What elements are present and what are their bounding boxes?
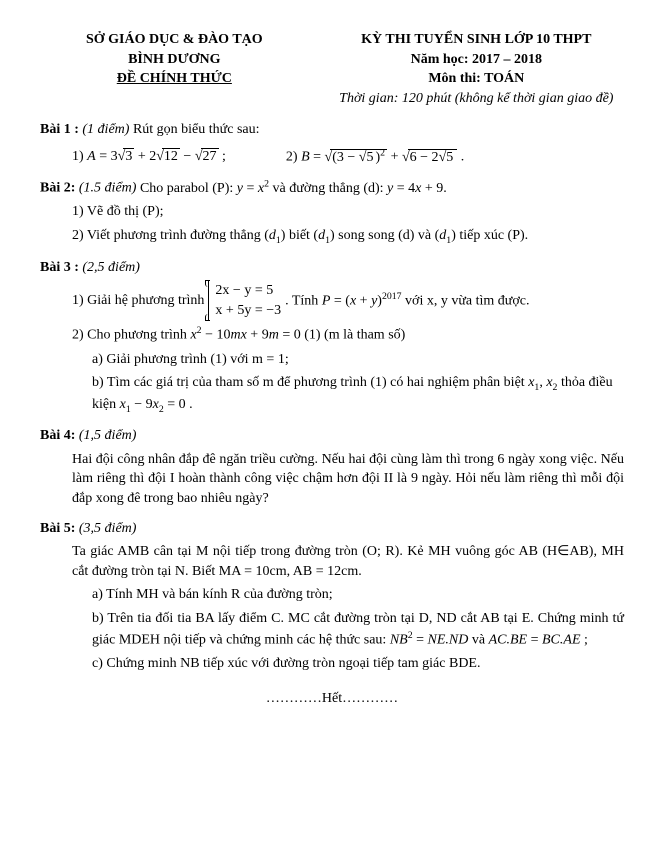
header-left: SỞ GIÁO DỤC & ĐÀO TẠO BÌNH DƯƠNG ĐỀ CHÍN…	[40, 30, 309, 108]
bai2-points: (1.5 điểm)	[79, 181, 137, 196]
bai4-title: Bài 4:	[40, 428, 75, 443]
end-marker: …………Hết…………	[40, 689, 624, 709]
bai4-points: (1,5 điểm)	[79, 428, 137, 443]
bai5-a: a) Tính MH và bán kính R của đường tròn;	[92, 585, 624, 605]
bai1-text: Rút gọn biểu thức sau:	[133, 122, 260, 137]
bai-1: Bài 1 : (1 điểm) Rút gọn biểu thức sau: …	[40, 120, 624, 167]
header-right: KỲ THI TUYỂN SINH LỚP 10 THPT Năm học: 2…	[329, 30, 624, 108]
official-label: ĐỀ CHÍNH THỨC	[40, 69, 309, 89]
duration: Thời gian: 120 phút (không kể thời gian …	[329, 89, 624, 109]
subject: Môn thi: TOÁN	[329, 69, 624, 89]
bai-2: Bài 2: (1.5 điểm) Cho parabol (P): y = x…	[40, 177, 624, 247]
sys-eq2: x + 5y = −3	[215, 301, 281, 321]
bai-5: Bài 5: (3,5 điểm) Ta giác AMB cân tại M …	[40, 519, 624, 674]
bai2-text: Cho parabol (P): y = x2 và đường thẳng (…	[140, 181, 447, 196]
bai3-line1-post: . Tính P = (x + y)2017 với x, y vừa tìm …	[285, 290, 529, 311]
bai3-line2a: a) Giải phương trình (1) với m = 1;	[92, 350, 624, 370]
bai2-line2: 2) Viết phương trình đường thẳng (d1) bi…	[72, 226, 624, 248]
system-brace: 2x − y = 5 x + 5y = −3	[208, 281, 281, 320]
bai-4: Bài 4: (1,5 điểm) Hai đội công nhân đắp …	[40, 426, 624, 508]
school-year: Năm học: 2017 – 2018	[329, 50, 624, 70]
bai3-line2: 2) Cho phương trình x2 − 10mx + 9m = 0 (…	[72, 324, 624, 345]
bai3-points: (2,5 điểm)	[82, 260, 140, 275]
bai1-formula-1: 1) A = 33 + 212 − 27 ;	[72, 147, 226, 167]
bai5-text: Ta giác AMB cân tại M nội tiếp trong đườ…	[72, 542, 624, 581]
bai2-line1: 1) Vẽ đồ thị (P);	[72, 202, 624, 222]
bai5-b: b) Trên tia đối tia BA lấy điểm C. MC cắ…	[92, 609, 624, 650]
bai1-points: (1 điểm)	[82, 122, 129, 137]
org-line1: SỞ GIÁO DỤC & ĐÀO TẠO	[40, 30, 309, 50]
exam-title: KỲ THI TUYỂN SINH LỚP 10 THPT	[329, 30, 624, 50]
bai1-formula-2: 2) B = (3 − 5)2 + 6 − 25 .	[286, 146, 464, 167]
bai3-line1: 1) Giải hệ phương trình 2x − y = 5 x + 5…	[72, 281, 624, 320]
bai4-text: Hai đội công nhân đắp đê ngăn triều cườn…	[72, 450, 624, 509]
org-line2: BÌNH DƯƠNG	[40, 50, 309, 70]
bai3-title: Bài 3 :	[40, 260, 79, 275]
bai-3: Bài 3 : (2,5 điểm) 1) Giải hệ phương trì…	[40, 258, 624, 417]
bai5-c: c) Chứng minh NB tiếp xúc với đường tròn…	[92, 654, 624, 674]
bai1-formulas: 1) A = 33 + 212 − 27 ; 2) B = (3 − 5)2 +…	[72, 146, 624, 167]
bai2-title: Bài 2:	[40, 181, 75, 196]
bai5-title: Bài 5:	[40, 521, 75, 536]
header: SỞ GIÁO DỤC & ĐÀO TẠO BÌNH DƯƠNG ĐỀ CHÍN…	[40, 30, 624, 108]
bai3-line2b: b) Tìm các giá trị của tham số m để phươ…	[92, 373, 624, 416]
bai5-points: (3,5 điểm)	[79, 521, 137, 536]
bai1-title: Bài 1 :	[40, 122, 79, 137]
sys-eq1: 2x − y = 5	[215, 281, 281, 301]
